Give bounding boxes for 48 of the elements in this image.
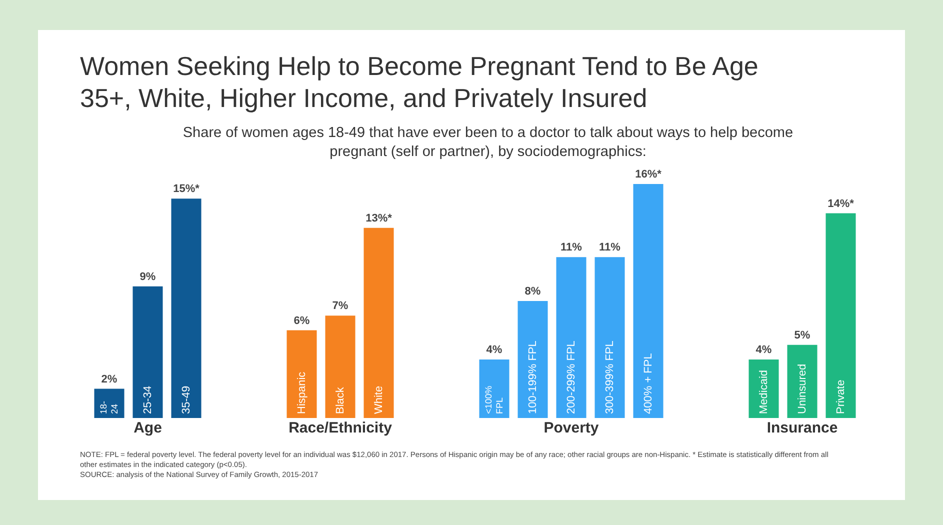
data-label: 5%: [794, 329, 810, 342]
data-label: 7%: [332, 300, 348, 312]
x-tick-label: 18-24: [98, 400, 120, 414]
x-tick-label: 100-199% FPL: [526, 340, 539, 414]
x-tick-label: <100% FPL: [484, 386, 505, 414]
data-label: 2%: [101, 373, 118, 386]
bar: [518, 301, 548, 418]
data-label: 14%*: [828, 198, 855, 210]
data-label: 13%*: [366, 212, 393, 224]
x-tick-label: Private: [834, 380, 847, 414]
data-label: 9%: [140, 270, 156, 283]
bar: [826, 213, 856, 418]
x-tick-label: 300-399% FPL: [604, 340, 616, 414]
x-tick-label: 25-34: [142, 386, 154, 414]
x-tick-label: 400% + FPL: [642, 353, 654, 414]
bar: [748, 360, 779, 418]
chart-title: Women Seeking Help to Become Pregnant Tend to Be Age 35+, White, Higher Income, and Privately Insured: [80, 50, 760, 114]
bar: [787, 344, 818, 418]
x-tick-label: 35-49: [180, 386, 192, 414]
data-label: 4%: [756, 344, 772, 356]
data-label: 4%: [486, 344, 502, 356]
data-label: 11%: [599, 242, 621, 254]
bar: [594, 257, 625, 418]
x-tick-label: 200-299% FPL: [565, 340, 578, 414]
bar: [633, 184, 664, 418]
bar: [556, 257, 586, 418]
bar: [132, 286, 163, 418]
bar: [479, 360, 510, 418]
bar: [286, 330, 317, 418]
bar: [171, 198, 202, 418]
x-tick-label: Medicaid: [758, 370, 770, 414]
x-tick-label: Uninsured: [796, 364, 808, 414]
chart-subtitle: Share of women ages 18-49 that have ever been to a doctor to talk about ways to help become pregnant (self or partner), by sociodemographics:: [182, 124, 794, 162]
bar: [325, 316, 356, 418]
x-tick-label: Hispanic: [296, 371, 308, 414]
data-label: 15%*: [173, 183, 200, 196]
bar: [364, 228, 394, 418]
x-tick-label: Black: [334, 386, 346, 414]
text: Insurance: [766, 420, 838, 437]
bar: [94, 388, 124, 418]
text: Age: [134, 420, 162, 437]
text: Race/Ethnicity: [288, 420, 393, 437]
x-tick-label: White: [372, 386, 385, 414]
data-label: 8%: [524, 286, 541, 298]
text: Poverty: [544, 420, 600, 437]
data-label: 6%: [294, 314, 310, 327]
data-label: 16%*: [635, 168, 662, 181]
data-label: 11%: [560, 242, 582, 254]
